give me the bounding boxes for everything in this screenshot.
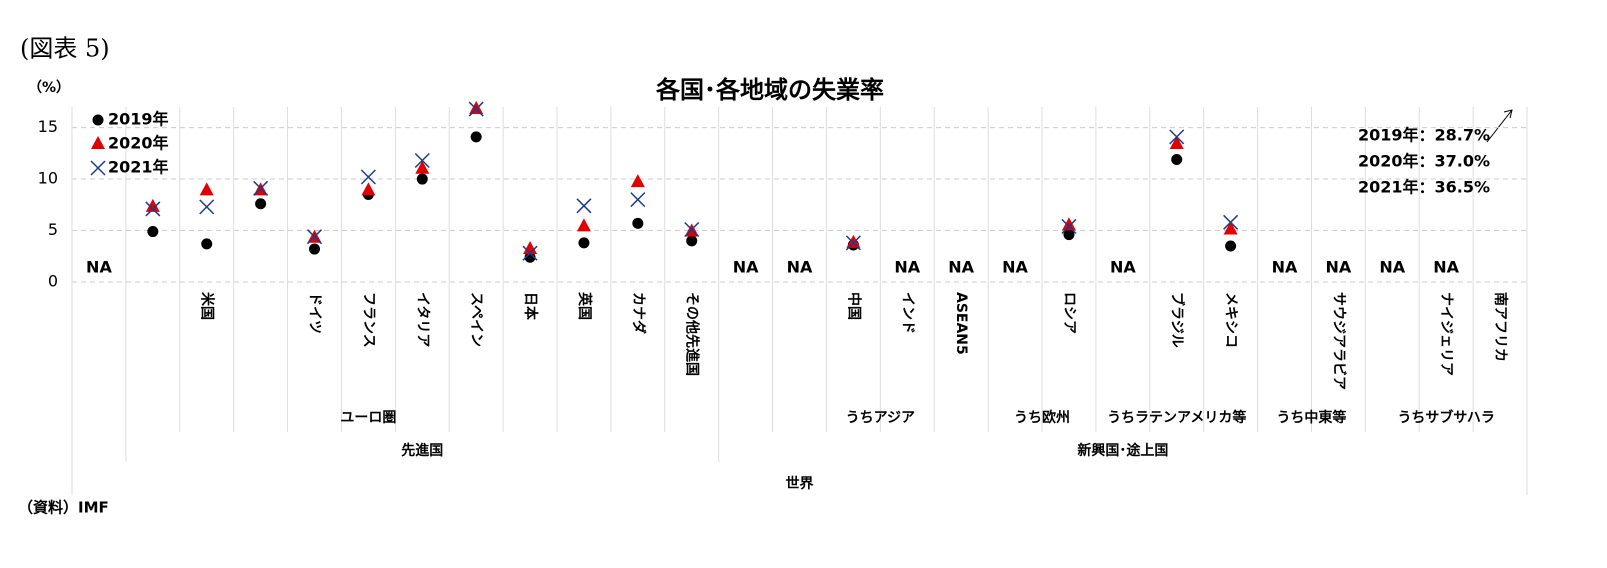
group-label: うち中東等 [1276,409,1346,426]
marker-circle [92,114,104,126]
annotation-arrow [1486,109,1513,143]
annotation: 2019年：28.7% [1358,126,1490,145]
marker-circle [470,131,482,143]
marker-circle [1063,229,1075,241]
super-group-label: 新興国･途上国 [1077,442,1168,459]
marker-triangle [145,198,160,212]
marker-x [1169,129,1185,145]
marker-circle [1171,154,1183,165]
marker-triangle [523,241,538,255]
marker-x [90,160,106,176]
na-label: NA [1433,258,1459,277]
na-label: NA [1110,258,1136,277]
marker-circle [686,235,698,247]
x-tick-label: イタリア [414,292,430,347]
x-tick-label: メキシコ [1223,292,1239,348]
group-label: うちサブサハラ [1397,409,1494,426]
marker-x [360,169,376,185]
y-tick-label: 10 [38,169,58,188]
na-label: NA [1325,258,1351,277]
marker-x [145,201,161,217]
marker-x [306,229,323,245]
x-tick-label: カナダ [630,292,647,334]
marker-triangle [469,101,484,115]
legend-label: 2020年 [108,134,169,153]
marker-circle [632,217,644,229]
y-tick-label: 15 [38,117,58,136]
y-axis-label: （%） [28,80,70,96]
x-tick-label: フランス [360,292,376,348]
x-tick-label: ドイツ [307,292,323,334]
x-tick-label: 米国 [199,292,216,320]
na-label: NA [86,258,112,277]
marker-x [199,199,215,215]
marker-x [1223,214,1239,230]
annotation: 2020年：37.0% [1358,152,1490,171]
na-label: NA [733,258,759,277]
group-label: うちラテンアメリカ等 [1107,409,1246,426]
legend-label: 2021年 [108,158,169,177]
marker-triangle [846,234,861,248]
marker-triangle [1223,221,1238,235]
marker-x [630,192,646,208]
na-label: NA [787,258,813,277]
marker-x [253,180,269,196]
na-label: NA [1272,258,1298,277]
marker-triangle [199,182,214,196]
plot-area [145,101,1239,263]
legend-label: 2019年 [108,110,169,129]
marker-triangle [91,136,105,149]
marker-x [414,152,430,169]
x-tick-label: 中国 [845,292,862,320]
group-label: うち欧州 [1014,409,1070,426]
x-tick-label: ロシア [1061,292,1077,334]
marker-x [845,235,861,251]
marker-triangle [415,160,430,174]
x-tick-label: 南アフリカ [1492,292,1509,362]
marker-circle [147,226,159,238]
x-tick-label: ナイジェリア [1438,292,1454,376]
x-tick-label: ブラジル [1169,292,1186,348]
marker-circle [578,237,590,249]
marker-triangle [361,182,376,196]
marker-circle [201,238,213,250]
group-label: うちアジア [846,410,915,426]
marker-circle [309,243,320,255]
marker-x [468,101,484,117]
marker-x [1061,218,1077,234]
marker-circle [416,173,428,185]
marker-x [684,221,700,238]
group-label: ユーロ圏 [340,410,396,426]
top-group-label: 世界 [786,475,815,492]
marker-x [576,198,592,214]
figure-label: (図表 5) [20,35,110,63]
x-tick-label: その他先進国 [684,292,701,376]
chart-title: 各国･各地域の失業率 [655,76,884,104]
x-tick-label: スペイン [468,292,484,347]
x-tick-label: 日本 [522,292,539,321]
marker-triangle [1169,136,1184,150]
marker-triangle [1061,217,1076,231]
marker-circle [255,198,267,210]
x-tick-label: 英国 [576,291,593,320]
marker-circle [524,251,536,263]
marker-triangle [576,218,591,232]
marker-x [522,245,538,261]
na-label: NA [948,258,974,277]
na-label: NA [1379,258,1405,277]
y-tick-label: 5 [48,220,58,239]
marker-circle [1225,240,1237,252]
x-tick-label: サウジアラビア [1330,292,1346,390]
na-label: NA [1002,258,1028,277]
x-tick-label: ASEAN5 [953,292,969,355]
na-label: NA [894,258,920,277]
super-group-label: 先進国 [401,442,443,459]
annotation: 2021年：36.5% [1358,178,1490,197]
marker-triangle [630,174,645,188]
x-tick-label: インド [899,292,915,334]
annotation-arrow-head [1503,109,1513,119]
y-tick-label: 0 [48,272,58,291]
source: （資料）IMF [18,499,109,517]
